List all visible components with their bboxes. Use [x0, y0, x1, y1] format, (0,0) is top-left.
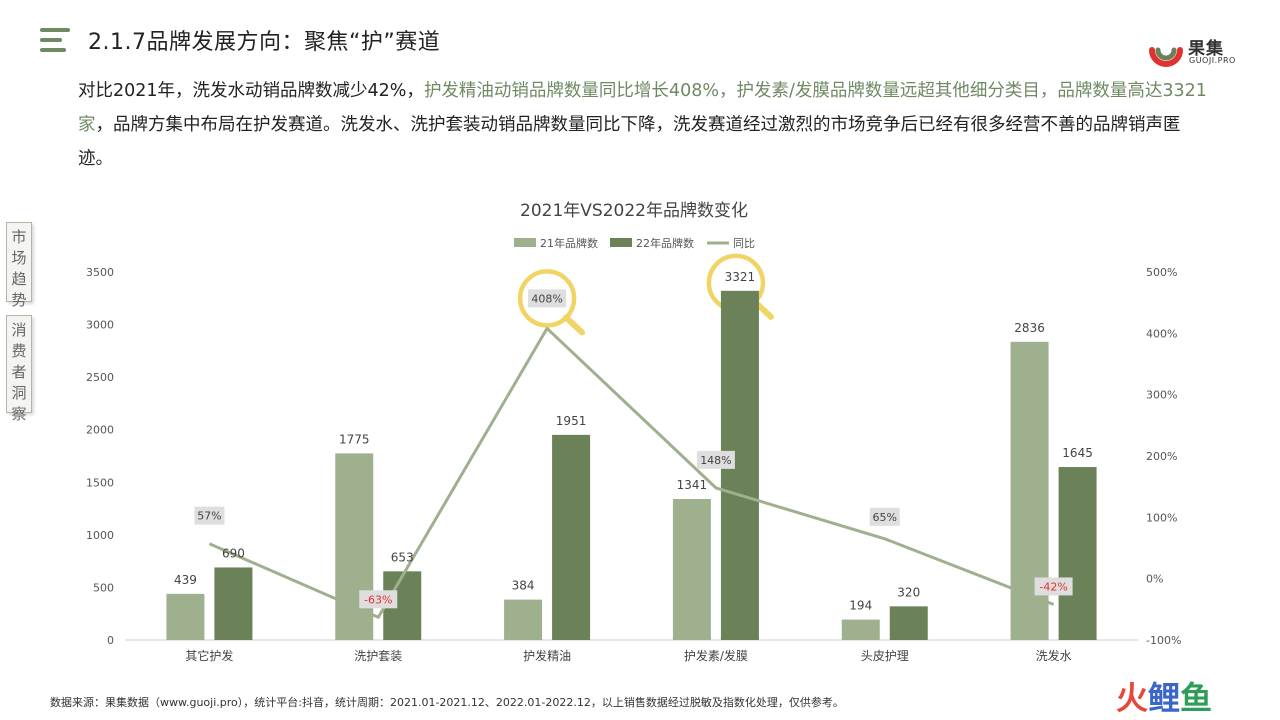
bar-2022: [552, 434, 591, 640]
side-tab-market-trend[interactable]: 市场趋势: [6, 222, 32, 309]
y-left-tick-label: 3000: [86, 319, 114, 332]
intro-text-2: ，品牌方集中布局在护发赛道。洗发水、洗护套装动销品牌数量同比下降，洗发赛道经过激…: [78, 115, 1181, 169]
x-category-label: 洗护套装: [354, 649, 402, 663]
yoy-label-box: [528, 289, 567, 308]
yoy-label: 408%: [531, 292, 562, 305]
x-category-label: 护发素/发膜: [684, 648, 748, 663]
y-right-tick-label: 0%: [1146, 573, 1163, 586]
x-category-label: 护发精油: [523, 648, 571, 663]
logo-name-en: GUOJI.PRO: [1189, 56, 1236, 65]
data-source-note: 数据来源：果集数据（www.guoji.pro），统计平台:抖音，统计周期：20…: [50, 696, 844, 709]
magnifier-icon: [517, 269, 586, 336]
side-tab-consumer-insight[interactable]: 消费者洞察: [6, 315, 32, 423]
yoy-label-box: [194, 506, 225, 525]
bar-value-label: 1775: [339, 432, 370, 446]
y-left-tick-label: 2500: [86, 371, 114, 384]
yoy-label: 57%: [197, 510, 221, 523]
y-right-tick-label: 200%: [1146, 450, 1177, 463]
watermark-char-1: 火: [1116, 679, 1149, 717]
x-category-label: 其它护发: [185, 648, 233, 663]
bar-value-label: 2836: [1014, 321, 1045, 335]
magnifier-ring: [517, 269, 577, 328]
chart-title: 2021年VS2022年品牌数变化: [520, 201, 748, 221]
bar-2021: [841, 619, 880, 640]
brand-count-chart: 439 1775 384 1341 194 2836 690 653 1951 3321 320 16…: [86, 201, 1181, 663]
yoy-label: -63%: [364, 593, 392, 606]
yoy-label-box: [359, 590, 398, 609]
y-left-tick-label: 1000: [86, 529, 114, 542]
legend-label: 21年品牌数: [540, 236, 598, 250]
magnifier-handle: [563, 314, 586, 336]
legend-item: 同比: [707, 237, 755, 250]
yoy-label: -42%: [1039, 580, 1067, 593]
legend-label: 同比: [733, 237, 755, 250]
yoy-label: 148%: [700, 454, 731, 467]
watermark-char-3: 鱼: [1180, 679, 1213, 717]
chart-bars: [166, 290, 1097, 640]
bar-2022: [1058, 467, 1097, 640]
legend-swatch: [610, 238, 632, 247]
chart-axes: 0 500 1000 1500 2000 2500 3000 3500 -100% 0% 100% 2…: [86, 266, 1181, 663]
intro-text-1: 对比2021年，洗发水动销品牌数减少42%，: [78, 81, 424, 101]
bar-value-label: 320: [897, 585, 920, 599]
yoy-label: 65%: [873, 511, 897, 524]
bar-value-label: 653: [391, 550, 414, 564]
bar-value-label: 1951: [556, 414, 587, 428]
y-right-tick-label: 300%: [1146, 389, 1177, 402]
yoy-label-box: [1034, 577, 1073, 596]
y-left-tick-label: 0: [107, 634, 114, 647]
bar-2022: [889, 606, 928, 640]
bar-value-label: 439: [174, 573, 197, 587]
x-category-label: 洗发水: [1036, 648, 1072, 663]
bar-value-label: 384: [512, 579, 535, 593]
x-category-label: 头皮护理: [861, 649, 909, 663]
intro-highlight: 护发精油动销品牌数量同比增长408%，护发素/发膜品牌数量远超其他细分类目，品牌…: [78, 81, 1207, 135]
bar-2021: [166, 593, 205, 640]
y-right-tick-label: 100%: [1146, 511, 1177, 524]
bar-value-label: 3321: [725, 270, 756, 284]
chart-line: [208, 326, 1055, 619]
legend-item: 21年品牌数: [514, 236, 598, 250]
bar-2021: [335, 453, 374, 640]
yoy-label-box: [696, 450, 735, 469]
bar-2022: [214, 567, 253, 640]
bar-value-label: 1341: [677, 478, 708, 492]
logo-name-cn: 果集: [1188, 39, 1224, 59]
intro-paragraph: 对比2021年，洗发水动销品牌数减少42%，护发精油动销品牌数量同比增长408%…: [78, 74, 1208, 176]
menu-icon: [40, 28, 70, 54]
bar-2021: [672, 499, 711, 640]
legend-item: 22年品牌数: [610, 236, 694, 250]
page-title: 2.1.7品牌发展方向：聚焦“护”赛道: [88, 30, 441, 55]
bar-value-label: 194: [849, 599, 872, 613]
logo: 果集 GUOJI.PRO: [1148, 32, 1238, 68]
y-left-tick-label: 2000: [86, 424, 114, 437]
legend-swatch: [514, 238, 536, 247]
watermark-char-2: 鲤: [1148, 679, 1181, 717]
yoy-label-box: [869, 507, 900, 526]
watermark-logo: 火鲤鱼: [1116, 678, 1256, 718]
y-right-tick-label: 400%: [1146, 327, 1177, 340]
logo-mark-icon: [1149, 47, 1183, 67]
chart-legend: 21年品牌数 22年品牌数 同比: [514, 236, 755, 250]
yoy-line: [208, 326, 1055, 619]
bar-2021: [504, 599, 543, 640]
y-left-tick-label: 1500: [86, 476, 114, 489]
legend-label: 22年品牌数: [636, 236, 694, 250]
y-right-tick-label: 500%: [1146, 266, 1177, 279]
y-right-tick-label: -100%: [1146, 634, 1181, 647]
y-left-tick-label: 3500: [86, 266, 114, 279]
chart-labels: 439 1775 384 1341 194 2836 690 653 1951 3321 320 16…: [174, 270, 1093, 613]
bar-value-label: 690: [222, 546, 245, 560]
bar-value-label: 1645: [1062, 446, 1093, 460]
y-left-tick-label: 500: [93, 581, 114, 594]
